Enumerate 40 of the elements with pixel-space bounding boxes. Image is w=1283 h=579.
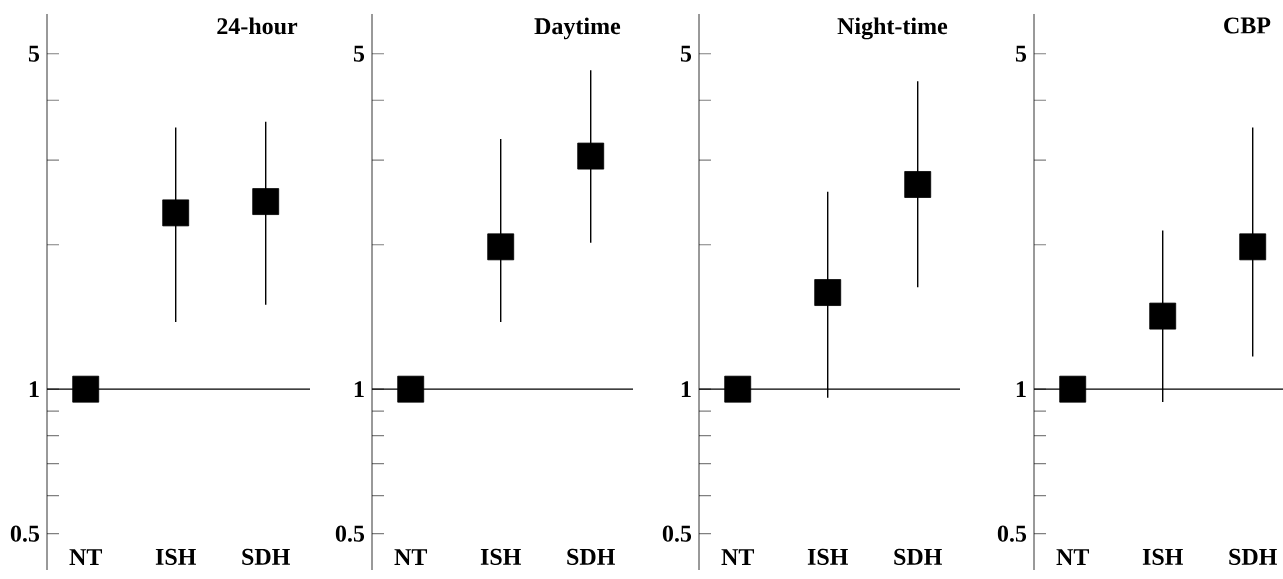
y-tick-label: 5: [680, 45, 692, 62]
point: [1239, 233, 1267, 261]
y-tick-label: 1: [1016, 381, 1026, 398]
point: [814, 279, 842, 306]
point: [577, 142, 605, 170]
point: [487, 233, 515, 261]
point: [904, 171, 932, 198]
point: [724, 375, 752, 403]
chart-title: Daytime: [534, 17, 621, 40]
chart-title: 24-hour: [217, 17, 298, 35]
x-tick-label: SDH: [1229, 548, 1277, 565]
chart-title: CBP: [1224, 17, 1271, 34]
y-tick-label: 1: [354, 381, 364, 398]
x-tick-label: ISH: [807, 548, 848, 565]
x-tick-label: ISH: [155, 548, 196, 565]
x-tick-label: ISH: [1142, 548, 1183, 565]
x-tick-label: NT: [394, 549, 428, 565]
y-tick-label: 0.5: [335, 525, 365, 542]
x-tick-label: ISH: [480, 548, 521, 565]
point: [72, 375, 100, 403]
point: [1059, 375, 1087, 403]
y-tick-label: 0.5: [662, 525, 692, 542]
y-tick-label: 5: [353, 45, 365, 62]
point: [397, 375, 425, 403]
x-tick-label: NT: [69, 549, 103, 565]
y-tick-label: 0.5: [10, 525, 40, 542]
y-tick-label: 5: [1015, 45, 1027, 62]
point: [252, 188, 280, 215]
chart-title: Night-time: [837, 17, 948, 40]
x-tick-label: NT: [721, 549, 755, 565]
y-tick-label: 5: [28, 45, 40, 62]
x-tick-label: SDH: [567, 548, 615, 565]
x-tick-label: NT: [1056, 549, 1090, 565]
x-tick-label: SDH: [894, 548, 942, 565]
x-tick-label: SDH: [242, 548, 290, 565]
y-tick-label: 0.5: [997, 525, 1027, 542]
y-tick-label: 1: [29, 381, 39, 398]
point: [1149, 302, 1177, 330]
y-tick-label: 1: [681, 381, 691, 398]
point: [162, 199, 190, 227]
